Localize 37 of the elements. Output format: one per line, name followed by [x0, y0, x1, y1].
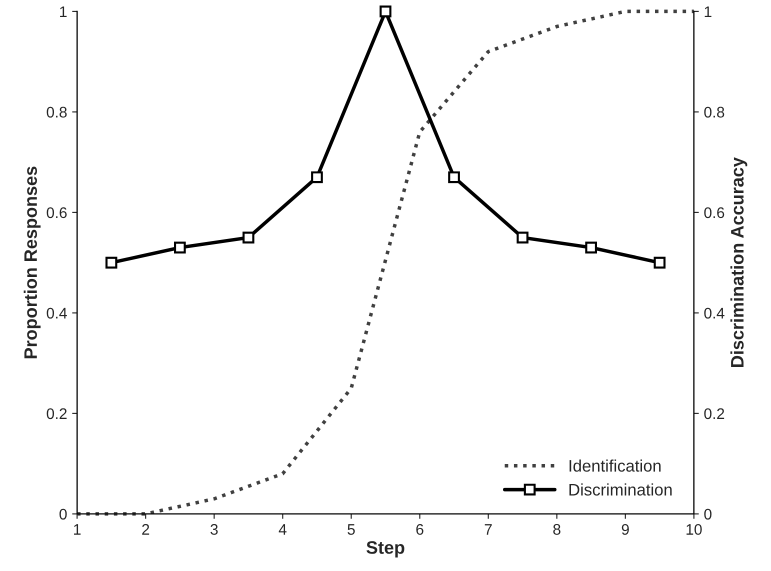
point: [174, 242, 186, 254]
y2-tick-label: 0.4: [704, 308, 724, 319]
point: [380, 6, 392, 18]
point: [654, 256, 666, 269]
x-tick-label: 1: [74, 524, 81, 535]
point: [516, 232, 528, 244]
y-tick-label: 0.2: [46, 408, 67, 420]
x-tick-label: 8: [553, 524, 560, 535]
y2-tick-label: 0: [704, 508, 712, 520]
y-tick-label: 0.8: [46, 106, 67, 118]
x-tick-label: 4: [278, 524, 286, 535]
y-tick-label: 0: [59, 508, 67, 520]
x-tick-label: 10: [686, 524, 702, 535]
legend-label: Discrimination: [569, 483, 672, 496]
x-axis-title: Step: [366, 541, 404, 558]
point: [448, 171, 460, 184]
x-tick-label: 7: [484, 524, 492, 535]
y2-axis-title: Discrimination Accuracy: [730, 157, 748, 367]
legend-label: Identification: [570, 459, 661, 472]
x-tick-label: 3: [210, 524, 218, 535]
y2-tick-label: 0.8: [704, 106, 724, 118]
y-tick-label: 0.4: [46, 308, 67, 319]
y2-tick-label: 0.2: [704, 408, 724, 420]
x-tick-label: 6: [416, 524, 424, 535]
x-tick-label: 2: [142, 524, 150, 535]
point: [105, 256, 118, 269]
y2-tick-label: 1: [704, 6, 712, 17]
point: [585, 242, 598, 254]
y-tick-label: 1: [60, 6, 67, 17]
y2-tick-label: 0.6: [704, 207, 724, 218]
x-tick-label: 9: [622, 524, 629, 535]
point: [311, 171, 323, 184]
y-tick-label: 0.6: [46, 207, 67, 218]
line-series: [75, 10, 696, 516]
x-tick-label: 5: [348, 524, 355, 535]
point: [242, 232, 254, 244]
y-axis-title: Proportion Responses: [24, 166, 41, 358]
